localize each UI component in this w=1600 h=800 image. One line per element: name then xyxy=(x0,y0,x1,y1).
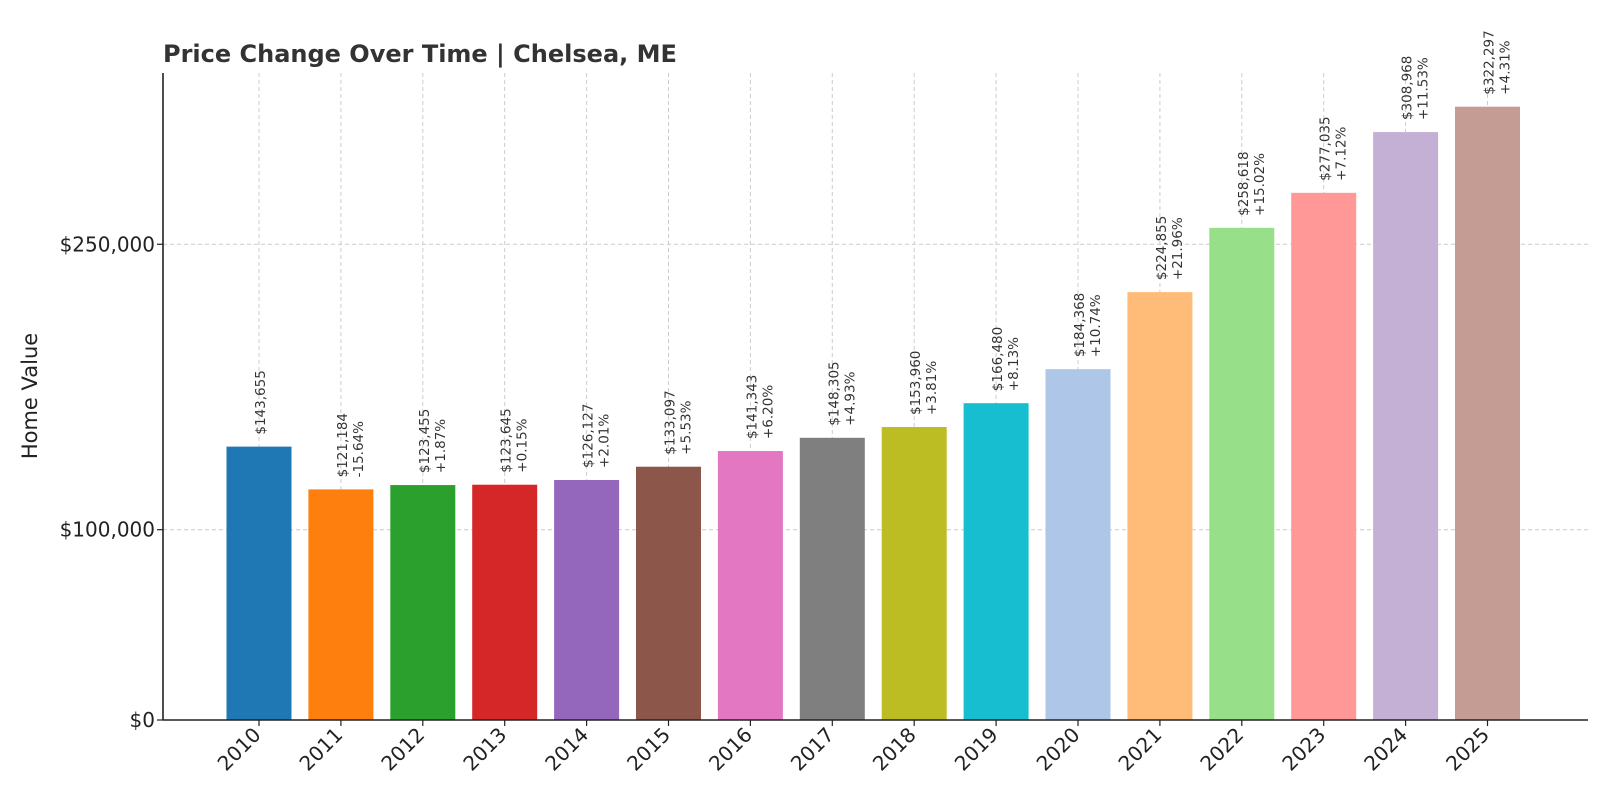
data-label-value: $148,305 xyxy=(826,361,842,425)
data-label-change: +8.13% xyxy=(1006,337,1022,391)
data-label-change: +2.01% xyxy=(597,414,613,468)
data-label-change: +5.53% xyxy=(679,400,695,454)
data-label-value: $166,480 xyxy=(990,327,1006,391)
data-label-value: $141,343 xyxy=(744,375,760,439)
bar xyxy=(963,403,1029,720)
data-label-value: $143,655 xyxy=(253,370,269,434)
x-tick-label: 2014 xyxy=(540,723,593,776)
bar xyxy=(717,451,783,720)
data-label: $184,368+10.74% xyxy=(1072,293,1104,357)
bar xyxy=(390,485,456,720)
data-label-value: $322,297 xyxy=(1482,30,1498,94)
data-label-value: $123,645 xyxy=(499,408,515,472)
bar xyxy=(554,479,620,720)
x-tick-label: 2011 xyxy=(294,723,347,776)
data-label: $123,455+1.87% xyxy=(417,409,449,473)
data-label-change: +10.74% xyxy=(1088,294,1104,357)
data-label-change: +11.53% xyxy=(1416,57,1432,120)
data-label: $141,343+6.20% xyxy=(744,375,776,439)
data-label-change: -15.64% xyxy=(351,421,367,478)
data-label: $121,184-15.64% xyxy=(335,413,367,477)
x-tick-label: 2020 xyxy=(1032,723,1085,776)
chart-title: Price Change Over Time | Chelsea, ME xyxy=(163,40,677,68)
bar xyxy=(1373,132,1439,720)
data-label: $224,855+21.96% xyxy=(1154,216,1186,280)
data-labels: $143,655$121,184-15.64% $123,455+1.87% $12… xyxy=(253,30,1514,477)
data-label-change: +7.12% xyxy=(1334,126,1350,180)
data-label: $166,480+8.13% xyxy=(990,327,1022,391)
data-label: $277,035+7.12% xyxy=(1318,116,1350,180)
data-label-value: $184,368 xyxy=(1072,293,1088,357)
bar xyxy=(1209,227,1275,720)
data-label-value: $123,455 xyxy=(417,409,433,473)
data-label-value: $277,035 xyxy=(1318,116,1334,180)
data-label: $143,655 xyxy=(253,370,269,434)
bar xyxy=(1455,106,1520,721)
data-label-value: $133,097 xyxy=(663,390,679,454)
bar xyxy=(881,427,947,720)
x-tick-label: 2015 xyxy=(622,723,675,776)
data-label-value: $308,968 xyxy=(1400,56,1416,120)
data-label: $133,097+5.53% xyxy=(663,390,695,454)
data-label-change: +1.87% xyxy=(433,419,449,473)
bar xyxy=(1045,369,1111,720)
bar xyxy=(472,484,538,720)
data-label-value: $258,618 xyxy=(1236,151,1252,215)
data-label-change: +15.02% xyxy=(1252,153,1268,216)
x-tick-label: 2017 xyxy=(786,723,839,776)
data-label-change: +3.81% xyxy=(924,361,940,415)
bar xyxy=(636,466,701,720)
x-tick-label: 2013 xyxy=(458,723,511,776)
data-label-value: $121,184 xyxy=(335,413,351,477)
data-label-value: $126,127 xyxy=(581,404,597,468)
data-label: $123,645+0.15% xyxy=(499,408,531,472)
data-label: $148,305+4.93% xyxy=(826,361,858,425)
y-tick-label: $100,000 xyxy=(60,518,155,542)
bars xyxy=(226,106,1520,721)
data-label: $322,297+4.31% xyxy=(1482,30,1514,94)
data-label-change: +4.93% xyxy=(842,371,858,425)
x-tick-label: 2012 xyxy=(376,723,429,776)
bar xyxy=(226,446,292,720)
bar xyxy=(1291,192,1357,720)
data-label: $258,618+15.02% xyxy=(1236,151,1268,215)
x-tick-label: 2019 xyxy=(950,723,1003,776)
bar xyxy=(1127,292,1193,720)
x-tick-label: 2025 xyxy=(1441,723,1494,776)
bar xyxy=(308,489,374,720)
data-label: $126,127+2.01% xyxy=(581,404,613,468)
data-label-change: +6.20% xyxy=(760,385,776,439)
data-label: $153,960+3.81% xyxy=(908,351,940,415)
x-tick-label: 2023 xyxy=(1277,723,1330,776)
data-label-change: +0.15% xyxy=(515,418,531,472)
x-tick-label: 2010 xyxy=(213,723,266,776)
data-label-change: +21.96% xyxy=(1170,217,1186,280)
bar xyxy=(799,437,865,720)
x-tick-label: 2016 xyxy=(704,723,757,776)
data-label-change: +4.31% xyxy=(1498,40,1514,94)
y-axis-label: Home Value xyxy=(18,333,42,459)
data-label-value: $224,855 xyxy=(1154,216,1170,280)
x-tick-label: 2021 xyxy=(1113,723,1166,776)
x-tick-label: 2018 xyxy=(868,723,921,776)
x-tick-label: 2022 xyxy=(1195,723,1248,776)
x-tick-label: 2024 xyxy=(1359,723,1412,776)
y-tick-label: $250,000 xyxy=(60,232,155,256)
data-label-value: $153,960 xyxy=(908,351,924,415)
data-label: $308,968+11.53% xyxy=(1400,56,1432,120)
y-tick-label: $0 xyxy=(130,708,155,732)
